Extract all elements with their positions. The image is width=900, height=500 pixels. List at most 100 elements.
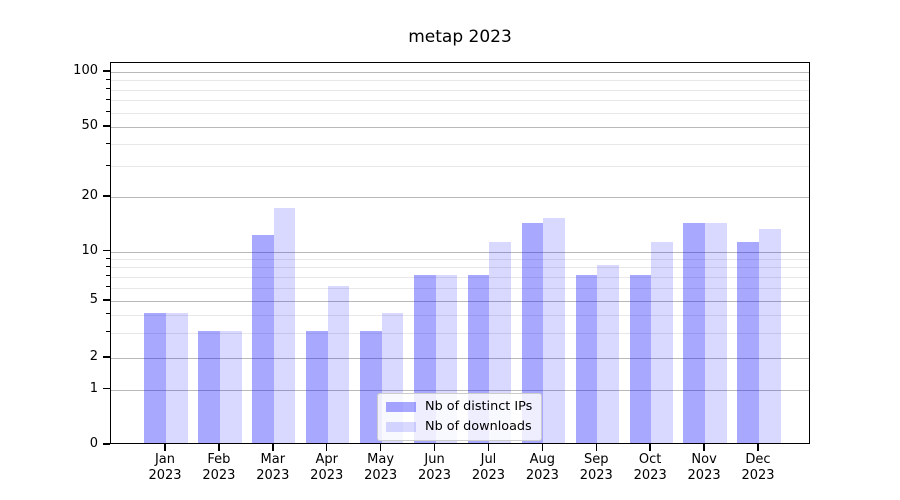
x-tick-label-aug: Aug 2023 — [525, 452, 559, 483]
bar-distinct-ips-sep — [575, 274, 598, 443]
y-tick-mark-100 — [103, 70, 110, 72]
gridline-minor-3 — [111, 332, 809, 334]
y-minor-tick-mark-9 — [106, 257, 110, 259]
bar-distinct-ips-dec — [737, 242, 759, 443]
bar-distinct-ips-apr — [306, 330, 328, 443]
gridline-major-5 — [111, 301, 809, 302]
x-tick-mark-jan — [164, 444, 166, 451]
gridline-minor-8 — [111, 267, 809, 269]
y-minor-tick-mark-4 — [106, 313, 110, 315]
gridline-minor-30 — [111, 166, 809, 168]
x-tick-label-mar: Mar 2023 — [256, 452, 290, 483]
y-tick-mark-50 — [103, 125, 110, 127]
y-tick-mark-1 — [103, 387, 110, 390]
gridline-minor-60 — [111, 112, 809, 114]
bar-downloads-oct — [651, 242, 673, 443]
y-minor-tick-mark-6 — [106, 286, 110, 288]
gridline-major-10 — [111, 251, 809, 253]
y-minor-tick-mark-80 — [106, 88, 110, 90]
y-tick-label-50: 50 — [81, 118, 98, 133]
legend-swatch-distinct-ips — [386, 402, 416, 412]
gridline-major-20 — [111, 197, 809, 198]
y-tick-label-10: 10 — [81, 242, 98, 258]
legend-swatch-downloads — [386, 422, 416, 432]
x-tick-mark-mar — [272, 444, 274, 451]
legend-item-distinct-ips: Nb of distinct IPs — [386, 400, 532, 414]
gridline-minor-40 — [111, 144, 809, 146]
x-tick-mark-may — [379, 444, 382, 451]
legend-label-downloads: Nb of downloads — [425, 419, 532, 434]
bar-distinct-ips-may — [360, 330, 382, 443]
x-tick-mark-jun — [433, 444, 436, 451]
x-tick-label-feb: Feb 2023 — [202, 452, 236, 483]
legend-item-downloads: Nb of downloads — [386, 420, 532, 434]
y-tick-label-20: 20 — [81, 188, 98, 203]
y-minor-tick-mark-3 — [106, 331, 110, 333]
x-tick-label-may: May 2023 — [364, 452, 398, 483]
legend: Nb of distinct IPs Nb of downloads — [377, 393, 543, 441]
bar-distinct-ips-oct — [629, 274, 652, 443]
x-tick-mark-apr — [326, 444, 328, 451]
bar-downloads-dec — [758, 228, 781, 443]
y-tick-mark-5 — [103, 299, 110, 301]
bar-distinct-ips-aug — [521, 223, 544, 443]
x-tick-label-oct: Oct 2023 — [633, 452, 667, 483]
x-tick-label-sep: Sep 2023 — [579, 452, 613, 483]
bar-downloads-jan — [166, 312, 188, 443]
y-minor-tick-mark-90 — [106, 78, 110, 80]
bar-downloads-feb — [219, 330, 242, 443]
y-minor-tick-mark-60 — [106, 111, 110, 113]
gridline-minor-80 — [111, 89, 809, 91]
y-tick-mark-10 — [103, 249, 110, 252]
bar-downloads-mar — [273, 207, 296, 443]
bar-distinct-ips-nov — [683, 223, 706, 443]
y-tick-label-100: 100 — [73, 63, 98, 78]
x-tick-label-apr: Apr 2023 — [310, 452, 344, 483]
x-tick-label-dec: Dec 2023 — [741, 452, 775, 483]
y-minor-tick-mark-30 — [106, 164, 110, 166]
gridline-major-50 — [111, 127, 809, 128]
y-tick-label-1: 1 — [89, 380, 98, 396]
x-tick-mark-jul — [487, 444, 490, 451]
x-tick-label-nov: Nov 2023 — [687, 452, 721, 483]
y-minor-tick-mark-7 — [106, 275, 110, 277]
gridline-major-2 — [111, 358, 809, 359]
y-tick-mark-20 — [103, 195, 110, 197]
bar-distinct-ips-mar — [252, 235, 274, 443]
y-minor-tick-mark-8 — [106, 265, 110, 267]
legend-label-distinct-ips: Nb of distinct IPs — [425, 399, 533, 414]
bar-downloads-jul — [489, 242, 512, 443]
bar-distinct-ips-jan — [144, 312, 166, 443]
gridline-minor-90 — [111, 80, 809, 82]
bar-distinct-ips-feb — [198, 330, 220, 443]
x-tick-mark-feb — [218, 444, 220, 451]
gridline-minor-4 — [111, 314, 809, 316]
chart-title: metap 2023 — [408, 27, 512, 47]
y-minor-tick-mark-40 — [106, 142, 110, 144]
gridline-minor-70 — [111, 100, 809, 102]
x-tick-mark-dec — [757, 444, 759, 451]
y-tick-label-2: 2 — [89, 349, 98, 364]
y-tick-mark-2 — [103, 356, 110, 358]
gridline-minor-6 — [111, 287, 809, 289]
bar-downloads-aug — [543, 217, 565, 443]
y-tick-label-5: 5 — [89, 292, 98, 307]
gridline-minor-7 — [111, 276, 809, 278]
x-tick-mark-sep — [595, 444, 597, 451]
x-tick-label-jul: Jul 2023 — [471, 452, 505, 483]
plot-area: Nb of distinct IPs Nb of downloads — [110, 62, 810, 444]
gridline-minor-9 — [111, 259, 809, 261]
gridline-major-100 — [111, 72, 809, 73]
bar-downloads-apr — [327, 285, 350, 443]
y-tick-label-0: 0 — [89, 436, 98, 451]
x-tick-mark-nov — [703, 444, 705, 451]
y-tick-mark-0 — [103, 443, 110, 445]
bar-downloads-sep — [597, 265, 619, 443]
gridline-major-1 — [111, 389, 809, 391]
y-minor-tick-mark-70 — [106, 98, 110, 100]
x-tick-label-jun: Jun 2023 — [417, 452, 452, 483]
bar-downloads-nov — [705, 223, 727, 443]
x-tick-mark-aug — [541, 444, 544, 451]
x-tick-mark-oct — [649, 444, 651, 451]
